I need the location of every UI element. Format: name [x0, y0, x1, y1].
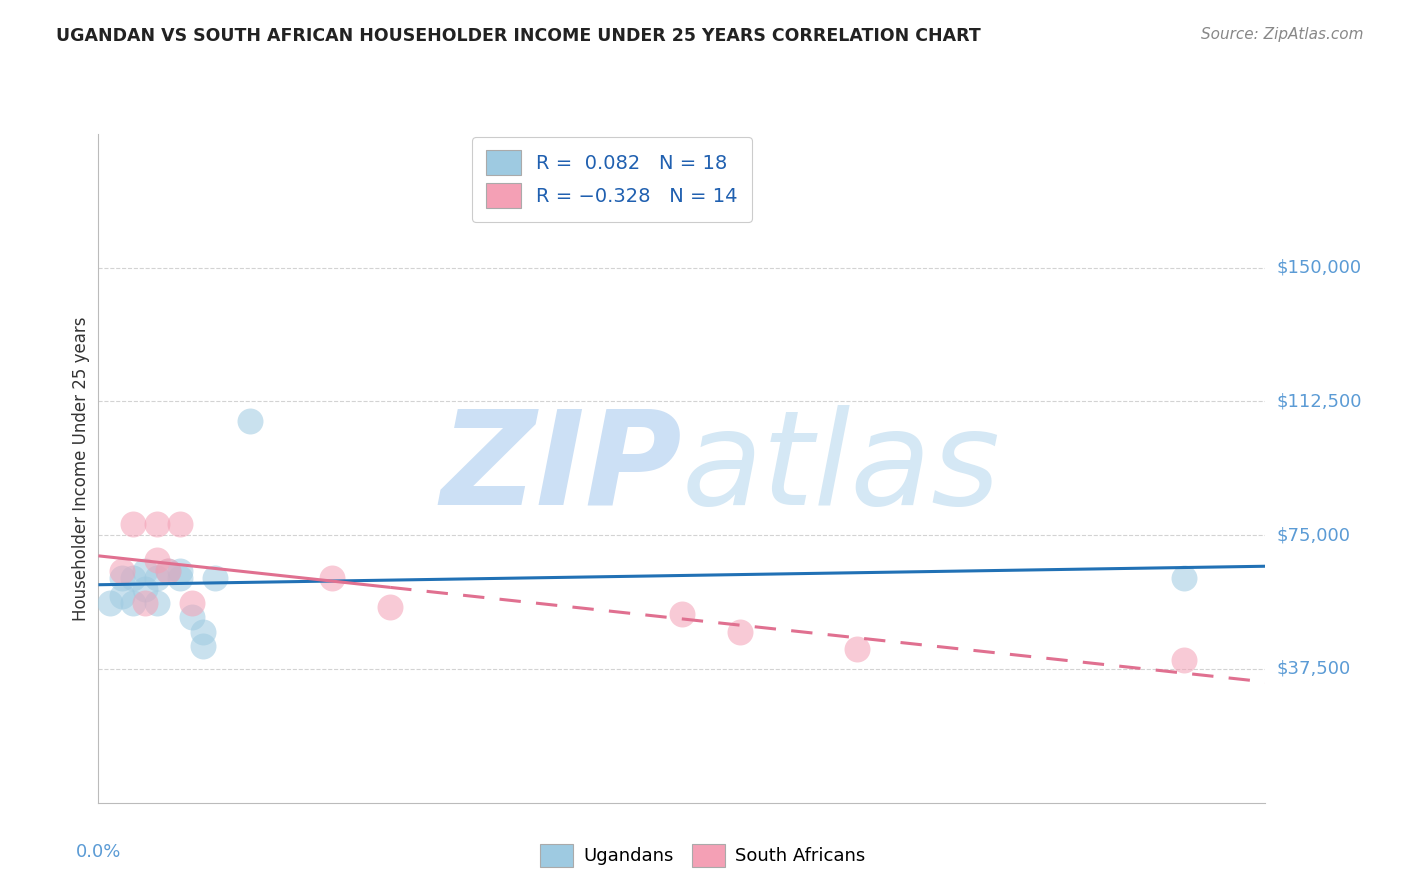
Point: [169, 517, 191, 532]
Point: [146, 517, 169, 532]
Text: atlas: atlas: [682, 405, 1001, 532]
Text: ZIP: ZIP: [440, 405, 682, 532]
Text: Source: ZipAtlas.com: Source: ZipAtlas.com: [1201, 27, 1364, 42]
Point: [98, 596, 121, 610]
Point: [671, 607, 693, 621]
Point: [111, 589, 134, 603]
Point: [180, 610, 202, 624]
Point: [157, 564, 180, 578]
Point: [169, 564, 191, 578]
Y-axis label: Householder Income Under 25 years: Householder Income Under 25 years: [72, 316, 90, 621]
Point: [180, 596, 202, 610]
Point: [157, 564, 180, 578]
Point: [134, 564, 156, 578]
Text: $112,500: $112,500: [1277, 392, 1362, 410]
Point: [111, 564, 134, 578]
Point: [146, 571, 169, 585]
Text: $150,000: $150,000: [1277, 259, 1361, 277]
Point: [111, 571, 134, 585]
Text: 0.0%: 0.0%: [76, 843, 121, 861]
Point: [134, 596, 156, 610]
Point: [193, 639, 215, 653]
Text: UGANDAN VS SOUTH AFRICAN HOUSEHOLDER INCOME UNDER 25 YEARS CORRELATION CHART: UGANDAN VS SOUTH AFRICAN HOUSEHOLDER INC…: [56, 27, 981, 45]
Point: [146, 553, 169, 567]
Point: [204, 571, 226, 585]
Point: [134, 582, 156, 596]
Point: [728, 624, 751, 639]
Point: [1173, 653, 1195, 667]
Point: [122, 596, 145, 610]
Legend: Ugandans, South Africans: Ugandans, South Africans: [533, 837, 873, 874]
Legend: R =  0.082   N = 18, R = −0.328   N = 14: R = 0.082 N = 18, R = −0.328 N = 14: [472, 136, 752, 222]
Point: [239, 414, 262, 428]
Point: [1173, 571, 1195, 585]
Point: [122, 517, 145, 532]
Point: [193, 624, 215, 639]
Point: [845, 642, 868, 657]
Point: [378, 599, 402, 614]
Point: [146, 596, 169, 610]
Point: [122, 571, 145, 585]
Point: [321, 571, 343, 585]
Text: $37,500: $37,500: [1277, 660, 1351, 678]
Point: [169, 571, 191, 585]
Text: $75,000: $75,000: [1277, 526, 1351, 544]
